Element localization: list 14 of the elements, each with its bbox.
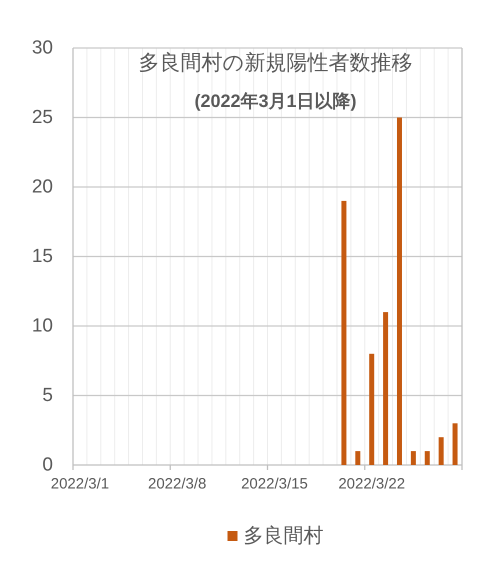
y-tick-label: 5 [42, 385, 53, 406]
x-tick-label: 2022/3/8 [148, 476, 206, 492]
legend-label: 多良間村 [244, 525, 324, 547]
y-tick-label: 30 [32, 38, 53, 58]
y-tick-label: 20 [32, 176, 53, 198]
y-tick-label: 0 [42, 454, 53, 476]
x-tick-label: 2022/3/1 [50, 476, 110, 492]
y-tick-label: 15 [32, 246, 53, 267]
title: 多良間村の新規陽性者数推移 [138, 52, 412, 74]
x-tick-label: 2022/3/15 [241, 476, 308, 492]
y-tick-label: 25 [32, 107, 53, 128]
x-tick-label: 2022/3/22 [338, 476, 406, 492]
y-tick-label: 10 [32, 316, 53, 336]
subtitle: (2022年3月1日以降) [194, 91, 357, 111]
